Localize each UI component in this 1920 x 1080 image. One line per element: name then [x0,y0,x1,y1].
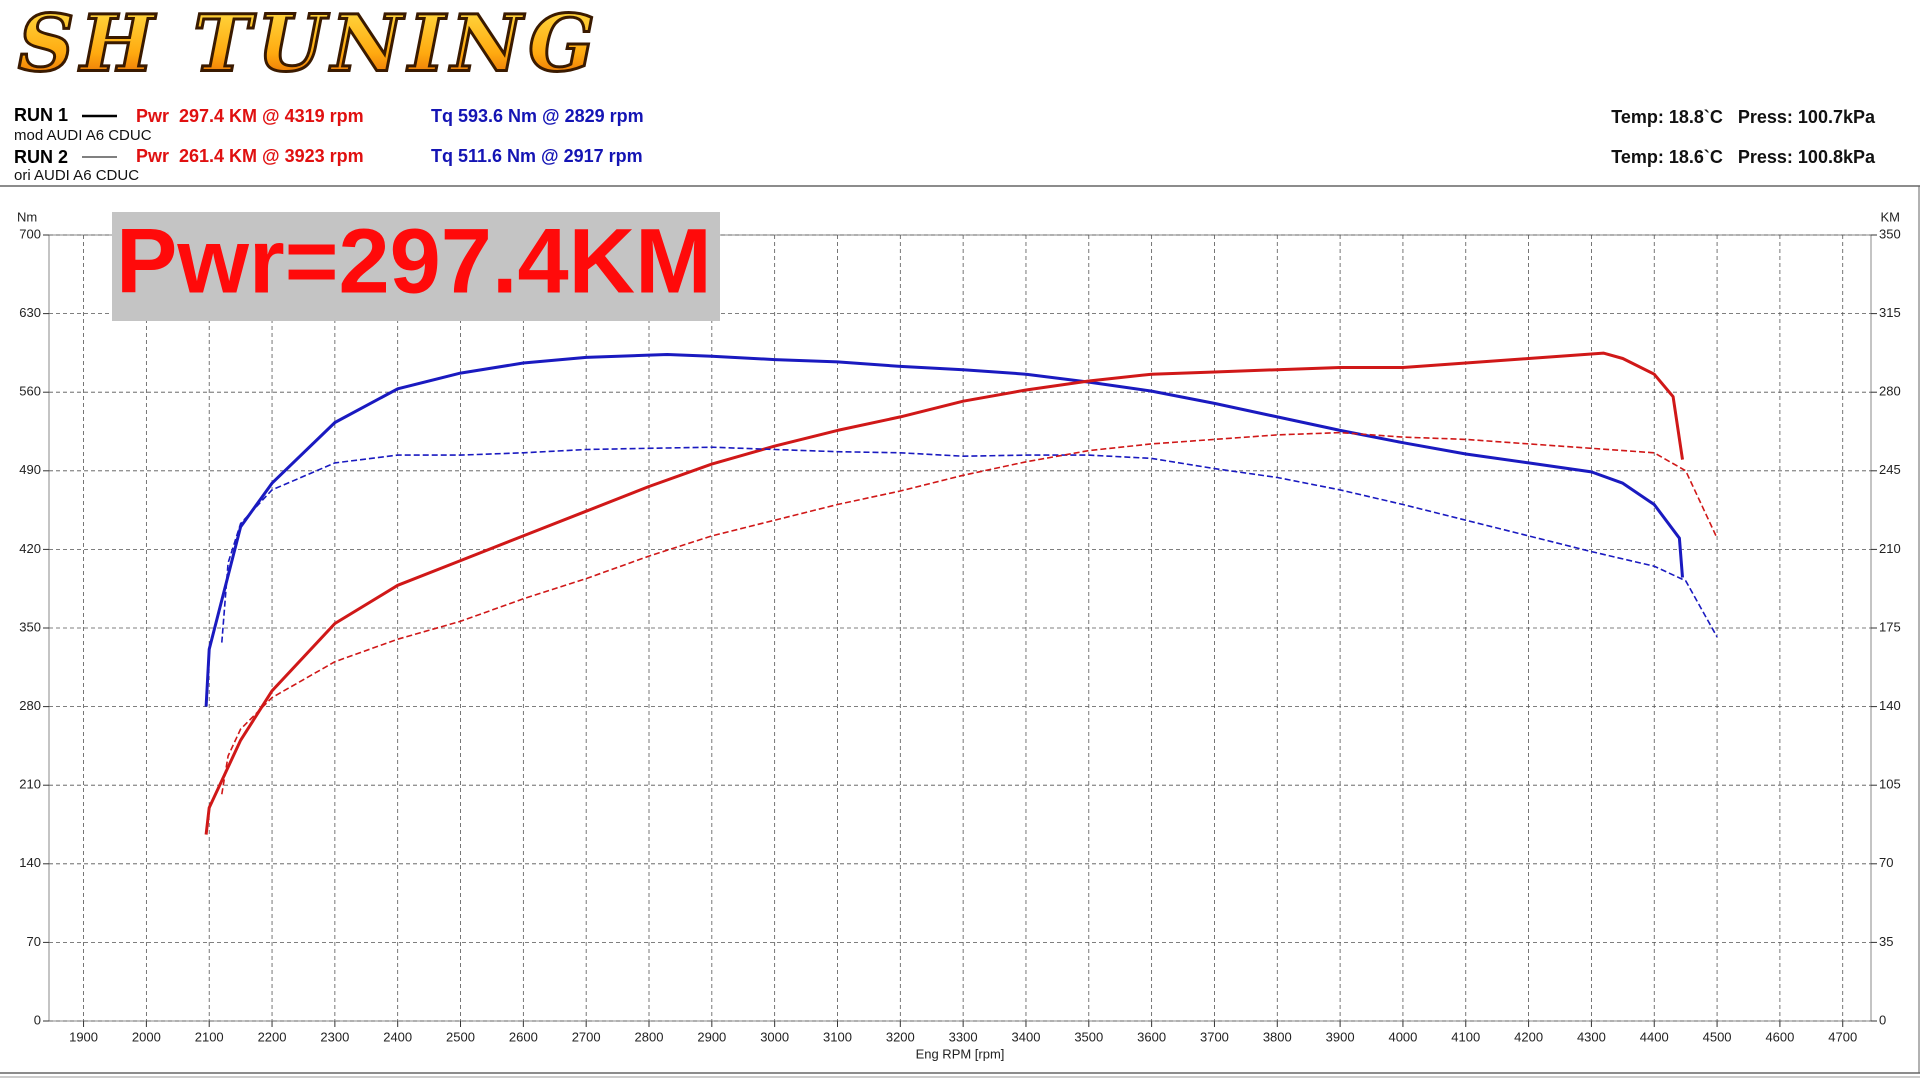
run-name: RUN 2 [14,147,68,167]
x-tick-label: 2700 [572,1029,601,1044]
annotation-box [112,212,720,321]
x-tick-label: 2600 [509,1029,538,1044]
y2-tick-label: 35 [1879,934,1893,949]
y-tick-label: 630 [19,305,41,320]
y-tick-label: 70 [27,934,41,949]
x-tick-label: 3300 [949,1029,978,1044]
y-tick-label: 700 [19,226,41,241]
y2-tick-label: 315 [1879,305,1901,320]
y2-tick-label: 350 [1879,226,1901,241]
y-tick-label: 350 [19,619,41,634]
x-tick-label: 2800 [635,1029,664,1044]
series-line [204,353,1684,707]
x-tick-label: 4100 [1451,1029,1480,1044]
y2-tick-label: 105 [1879,777,1901,792]
x-tick-label: 2900 [697,1029,726,1044]
x-tick-label: 2200 [258,1029,287,1044]
x-tick-label: 3700 [1200,1029,1229,1044]
y-tick-label: 140 [19,855,41,870]
y-tick-label: 560 [19,384,41,399]
x-tick-label: 4400 [1640,1029,1669,1044]
y-tick-label: 280 [19,698,41,713]
x-tick-label: 2300 [320,1029,349,1044]
run-torque: Tq 511.6 Nm @ 2917 rpm [431,146,643,166]
x-tick-label: 4300 [1577,1029,1606,1044]
y2-tick-label: 70 [1879,855,1893,870]
y2-tick-label: 210 [1879,541,1901,556]
x-tick-label: 3900 [1326,1029,1355,1044]
x-tick-label: 3000 [760,1029,789,1044]
run-vehicle: mod AUDI A6 CDUC [14,127,152,144]
x-tick-label: 4700 [1828,1029,1857,1044]
x-tick-label: 4600 [1765,1029,1794,1044]
y2-tick-label: 280 [1879,384,1901,399]
x-tick-label: 2100 [195,1029,224,1044]
x-tick-label: 3600 [1137,1029,1166,1044]
y2-tick-label: 175 [1879,619,1901,634]
plot: 1900 2000 2100 2200 2300 2400 2500 2600 2700 2800… [19,226,1900,1044]
series-line [204,351,1684,835]
run-name: RUN 1 [14,105,68,125]
y2-tick-label: 245 [1879,462,1901,477]
y-tick-label: 0 [34,1012,41,1027]
run-power: Pwr 297.4 KM @ 4319 rpm [136,106,364,126]
x-tick-label: 3500 [1074,1029,1103,1044]
x-axis-label: Eng RPM [rpm] [916,1046,1005,1061]
y2-tick-label: 0 [1879,1012,1886,1027]
annotation: Pwr=297.4KM [116,210,712,312]
run-vehicle: ori AUDI A6 CDUC [14,167,139,184]
y-axis-label: Nm [17,209,37,224]
x-tick-label: 3200 [886,1029,915,1044]
x-tick-label: 4000 [1388,1029,1417,1044]
series-line [221,431,1718,795]
x-tick-label: 4500 [1703,1029,1732,1044]
y2-tick-label: 140 [1879,698,1901,713]
y2-axis-label: KM [1881,209,1901,224]
x-tick-label: 1900 [69,1029,98,1044]
x-tick-label: 2000 [132,1029,161,1044]
run-torque: Tq 593.6 Nm @ 2829 rpm [431,106,644,126]
series-line [221,446,1718,643]
y-tick-label: 490 [19,462,41,477]
x-tick-label: 4200 [1514,1029,1543,1044]
run-conditions: Temp: 18.8`C Press: 100.7kPa [1611,107,1876,127]
x-tick-label: 3400 [1012,1029,1041,1044]
x-tick-label: 3100 [823,1029,852,1044]
y-tick-label: 420 [19,541,41,556]
x-tick-label: 2400 [383,1029,412,1044]
run-power: Pwr 261.4 KM @ 3923 rpm [136,146,364,166]
logo: SH TUNING [18,0,601,90]
y-tick-label: 210 [19,777,41,792]
run-conditions: Temp: 18.6`C Press: 100.8kPa [1611,147,1876,167]
x-tick-label: 3800 [1263,1029,1292,1044]
x-tick-label: 2500 [446,1029,475,1044]
